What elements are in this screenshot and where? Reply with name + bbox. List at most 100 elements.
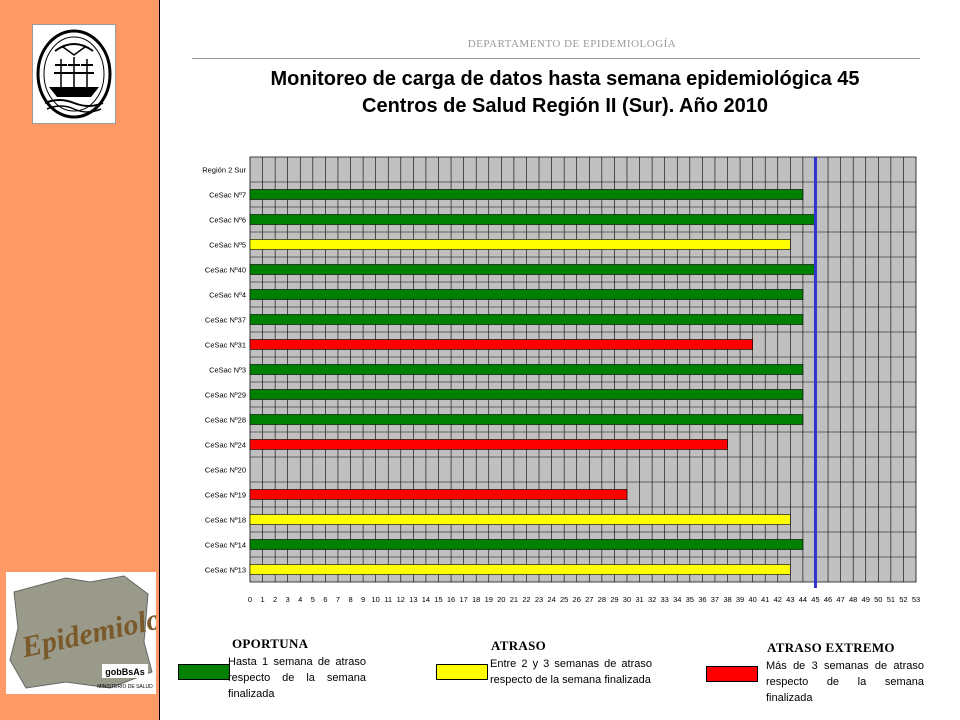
legend-swatch-atraso bbox=[436, 664, 488, 680]
x-tick-label: 19 bbox=[485, 595, 493, 604]
category-label: CeSac Nº19 bbox=[205, 491, 246, 500]
x-tick-label: 47 bbox=[836, 595, 844, 604]
bar bbox=[249, 439, 728, 450]
bar bbox=[249, 214, 816, 225]
x-tick-label: 48 bbox=[849, 595, 857, 604]
category-label: CeSac Nº5 bbox=[209, 241, 246, 250]
x-tick-label: 18 bbox=[472, 595, 480, 604]
header-divider bbox=[192, 58, 920, 59]
bar bbox=[249, 489, 628, 500]
x-tick-label: 13 bbox=[409, 595, 417, 604]
bar bbox=[249, 364, 804, 375]
bar bbox=[249, 564, 791, 575]
x-tick-label: 49 bbox=[862, 595, 870, 604]
legend-title-atraso: ATRASO bbox=[491, 638, 547, 653]
bar bbox=[249, 189, 804, 200]
category-label: CeSac Nº28 bbox=[205, 416, 246, 425]
svg-text:gobBsAs: gobBsAs bbox=[105, 667, 145, 677]
x-tick-label: 9 bbox=[361, 595, 365, 604]
x-tick-label: 50 bbox=[874, 595, 882, 604]
x-tick-label: 38 bbox=[723, 595, 731, 604]
x-tick-label: 46 bbox=[824, 595, 832, 604]
x-tick-label: 3 bbox=[286, 595, 290, 604]
category-label: CeSac Nº40 bbox=[205, 266, 246, 275]
x-tick-label: 15 bbox=[434, 595, 442, 604]
x-tick-label: 39 bbox=[736, 595, 744, 604]
legend-desc-oportuna: Hasta 1 semana de atraso respecto de la … bbox=[228, 656, 366, 700]
svg-text:MINISTERIO DE SALUD: MINISTERIO DE SALUD bbox=[97, 684, 153, 690]
x-tick-label: 40 bbox=[748, 595, 756, 604]
x-tick-label: 45 bbox=[811, 595, 819, 604]
legend-title-atraso-extremo: ATRASO EXTREMO bbox=[767, 640, 895, 655]
city-seal-logo bbox=[32, 24, 116, 124]
x-tick-label: 12 bbox=[397, 595, 405, 604]
category-label: CeSac Nº6 bbox=[209, 216, 246, 225]
legend-swatch-atraso-extremo bbox=[706, 666, 758, 682]
category-label: CeSac Nº37 bbox=[205, 316, 246, 325]
x-tick-label: 44 bbox=[799, 595, 807, 604]
x-tick-label: 20 bbox=[497, 595, 505, 604]
x-tick-label: 6 bbox=[323, 595, 327, 604]
category-label: CeSac Nº3 bbox=[209, 366, 246, 375]
department-header: DEPARTAMENTO DE EPIDEMIOLOGÍA bbox=[467, 38, 677, 50]
legend-desc-atraso-extremo: Más de 3 semanas de atraso respecto de l… bbox=[766, 660, 924, 704]
x-tick-label: 0 bbox=[248, 595, 252, 604]
bar bbox=[249, 339, 753, 350]
x-tick-label: 52 bbox=[899, 595, 907, 604]
x-tick-label: 36 bbox=[698, 595, 706, 604]
x-tick-label: 22 bbox=[522, 595, 530, 604]
x-tick-label: 5 bbox=[311, 595, 315, 604]
category-label: CeSac Nº18 bbox=[205, 516, 246, 525]
x-tick-label: 23 bbox=[535, 595, 543, 604]
x-tick-label: 1 bbox=[260, 595, 264, 604]
x-tick-label: 10 bbox=[371, 595, 379, 604]
bar bbox=[249, 289, 804, 300]
legend-desc-atraso: Entre 2 y 3 semanas de atraso respecto d… bbox=[490, 658, 652, 686]
category-label: CeSac Nº14 bbox=[205, 541, 246, 550]
x-tick-label: 11 bbox=[384, 595, 392, 604]
x-tick-label: 2 bbox=[273, 595, 277, 604]
bar bbox=[249, 539, 804, 550]
x-tick-label: 32 bbox=[648, 595, 656, 604]
x-tick-label: 16 bbox=[447, 595, 455, 604]
bar bbox=[249, 239, 791, 250]
x-tick-label: 27 bbox=[585, 595, 593, 604]
x-tick-label: 26 bbox=[573, 595, 581, 604]
category-label: CeSac Nº13 bbox=[205, 566, 246, 575]
category-label: CeSac Nº31 bbox=[205, 341, 246, 350]
x-tick-label: 42 bbox=[774, 595, 782, 604]
x-tick-label: 25 bbox=[560, 595, 568, 604]
x-tick-label: 14 bbox=[422, 595, 430, 604]
category-label: CeSac Nº20 bbox=[205, 466, 246, 475]
category-label: CeSac Nº4 bbox=[209, 291, 246, 300]
bar bbox=[249, 414, 804, 425]
title-line-1: Monitoreo de carga de datos hasta semana… bbox=[270, 68, 860, 90]
x-tick-label: 53 bbox=[912, 595, 920, 604]
bar bbox=[249, 314, 804, 325]
legend-swatch-oportuna bbox=[178, 664, 230, 680]
x-tick-label: 8 bbox=[348, 595, 352, 604]
legend-title-oportuna: OPORTUNA bbox=[232, 636, 309, 651]
x-tick-label: 31 bbox=[635, 595, 643, 604]
category-label: CeSac Nº24 bbox=[205, 441, 246, 450]
x-tick-label: 24 bbox=[547, 595, 555, 604]
category-label: CeSac Nº7 bbox=[209, 191, 246, 200]
category-label: Región 2 Sur bbox=[202, 166, 246, 175]
category-label: CeSac Nº29 bbox=[205, 391, 246, 400]
x-tick-label: 7 bbox=[336, 595, 340, 604]
x-tick-label: 4 bbox=[298, 595, 302, 604]
x-tick-label: 37 bbox=[711, 595, 719, 604]
x-tick-label: 21 bbox=[510, 595, 518, 604]
x-tick-label: 35 bbox=[686, 595, 694, 604]
bar bbox=[249, 514, 791, 525]
bar bbox=[249, 389, 804, 400]
bar bbox=[249, 264, 816, 275]
title-line-2: Centros de Salud Región II (Sur). Año 20… bbox=[362, 95, 768, 117]
x-tick-label: 17 bbox=[459, 595, 467, 604]
x-tick-label: 28 bbox=[598, 595, 606, 604]
x-tick-label: 41 bbox=[761, 595, 769, 604]
x-tick-label: 29 bbox=[610, 595, 618, 604]
page-title: Monitoreo de carga de datos hasta semana… bbox=[190, 66, 940, 120]
x-tick-label: 43 bbox=[786, 595, 794, 604]
x-tick-label: 34 bbox=[673, 595, 681, 604]
